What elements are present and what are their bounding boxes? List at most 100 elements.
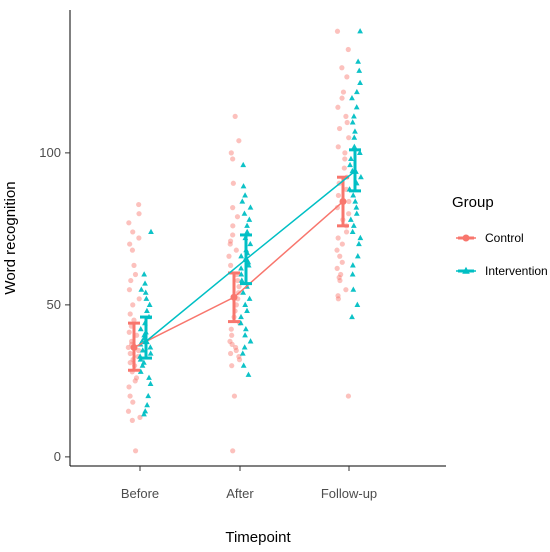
data-point-control (345, 393, 352, 399)
data-point-intervention (356, 67, 363, 73)
data-point-intervention (242, 192, 248, 198)
data-point-intervention (142, 280, 148, 286)
data-point-control (230, 205, 236, 211)
data-point-control (233, 247, 239, 253)
data-point-control (235, 277, 241, 284)
data-point-control (339, 95, 345, 101)
data-point-intervention (349, 119, 356, 125)
data-point-intervention (139, 362, 146, 368)
data-point-intervention (138, 286, 145, 292)
data-point-intervention (353, 204, 360, 210)
data-point-control (339, 241, 345, 247)
data-point-control (342, 150, 348, 156)
data-point-control (229, 332, 235, 338)
data-point-control (236, 284, 242, 290)
data-point-control (230, 156, 236, 162)
legend-key-marker-intervention (462, 266, 470, 274)
data-point-intervention (142, 408, 149, 414)
data-point-control (336, 274, 342, 281)
data-point-intervention (244, 222, 250, 228)
data-point-intervention (240, 362, 247, 368)
data-point-intervention (348, 155, 354, 162)
data-point-intervention (352, 198, 359, 204)
mean-marker-intervention (242, 255, 250, 263)
data-point-intervention (145, 392, 152, 399)
data-point-control (126, 384, 132, 390)
x-tick-label: Before (121, 486, 159, 501)
data-point-intervention (242, 332, 248, 338)
data-point-intervention (349, 271, 356, 277)
data-point-intervention (353, 104, 360, 110)
data-point-control (343, 229, 350, 235)
data-point-intervention (143, 295, 150, 301)
data-point-control (129, 247, 136, 253)
data-point-control (339, 259, 345, 265)
data-point-intervention (241, 344, 248, 350)
data-point-intervention (137, 368, 144, 374)
data-point-control (341, 165, 347, 171)
data-point-control (128, 277, 134, 284)
data-point-intervention (238, 271, 245, 277)
data-point-intervention (355, 58, 362, 64)
data-point-control (236, 138, 242, 144)
data-point-intervention (349, 313, 355, 320)
data-point-control (130, 229, 136, 235)
y-tick-label: 50 (47, 297, 61, 312)
data-point-intervention (238, 277, 245, 283)
data-point-intervention (356, 240, 362, 247)
data-point-intervention (354, 253, 361, 259)
data-point-control (126, 220, 132, 226)
data-point-control (231, 393, 238, 399)
mean-marker-control (230, 293, 238, 301)
plot-area (125, 28, 364, 454)
mean-line-intervention (145, 170, 356, 342)
data-point-control (133, 375, 140, 381)
data-point-control (344, 74, 350, 80)
data-point-control (334, 247, 340, 253)
data-point-control (127, 241, 133, 247)
data-point-control (335, 104, 341, 110)
data-point-control (338, 271, 344, 278)
legend-label-intervention: Intervention (485, 264, 548, 278)
data-point-intervention (350, 286, 357, 292)
data-point-intervention (351, 143, 358, 149)
data-point-control (131, 262, 137, 268)
axis-ticks: 0 50 100 Before After Follow-up (39, 145, 377, 501)
y-tick-label: 0 (54, 449, 61, 464)
data-point-intervention (357, 79, 363, 86)
data-point-intervention (237, 319, 244, 326)
data-point-control (227, 338, 233, 344)
data-point-control (127, 350, 133, 357)
data-point-control (335, 293, 341, 299)
data-point-intervention (240, 289, 247, 295)
data-point-control (130, 302, 136, 308)
data-point-intervention (238, 313, 244, 320)
data-point-control (230, 180, 236, 186)
data-point-intervention (141, 411, 147, 417)
data-point-intervention (353, 88, 360, 95)
data-point-control (337, 277, 343, 284)
x-axis-title: Timepoint (225, 529, 291, 546)
data-point-intervention (141, 271, 148, 277)
data-point-control (345, 46, 351, 53)
data-point-control (233, 347, 239, 354)
data-point-intervention (347, 216, 354, 222)
data-point-intervention (349, 262, 356, 268)
data-point-intervention (240, 161, 247, 168)
x-tick-label: Follow-up (321, 486, 377, 501)
data-point-control (129, 417, 135, 423)
data-point-intervention (357, 28, 363, 34)
data-point-intervention (148, 228, 154, 234)
data-point-control (228, 350, 234, 357)
data-point-control (132, 271, 139, 278)
data-point-intervention (146, 374, 152, 380)
data-point-intervention (247, 240, 254, 247)
data-point-control (228, 262, 234, 268)
data-point-control (132, 378, 138, 384)
data-point-intervention (347, 161, 353, 168)
data-point-intervention (239, 350, 246, 356)
data-point-control (230, 223, 236, 229)
data-point-intervention (241, 210, 248, 216)
data-point-control (335, 144, 341, 150)
data-point-intervention (242, 326, 249, 332)
